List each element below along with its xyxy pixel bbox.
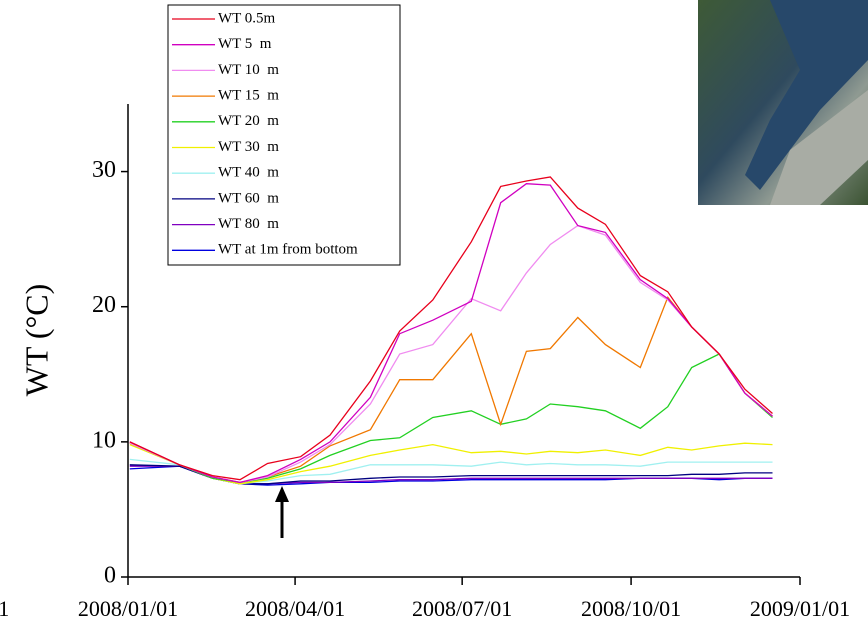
x-tick-label: 2008/04/01 [245,596,345,621]
y-tick-label: 0 [104,563,116,589]
series-line [129,176,773,481]
y-tick-label: 10 [92,427,116,453]
series-line [129,353,773,484]
series-line [129,183,773,484]
legend-label: WT 0.5m [218,10,276,26]
series-line [129,464,773,485]
legend-label: WT 60 m [218,190,279,206]
series-line [129,442,773,485]
x-tick-label: 2007/10/01 [0,596,9,621]
y-axis-label: WT (°C) [18,284,54,397]
x-tick-label: 2009/01/01 [750,596,850,621]
y-tick-label: 30 [92,157,116,183]
y-tick-label: 20 [92,292,116,318]
x-tick-label: 2008/07/01 [412,596,512,621]
legend-label: WT 10 m [218,62,279,78]
legend-label: WT at 1m from bottom [218,242,358,258]
legend-label: WT 80 m [218,216,279,232]
legend-label: WT 30 m [218,139,279,155]
legend-label: WT 40 m [218,165,279,181]
legend-label: WT 15 m [218,88,279,104]
arrow [275,486,289,538]
legend-label: WT 5 m [218,36,272,52]
series-line [129,296,773,484]
x-tick-label: 2008/10/01 [581,596,681,621]
satellite-image [698,0,868,205]
legend-label: WT 20 m [218,113,279,129]
x-tick-label: 2008/01/01 [78,596,178,621]
legend-box [167,4,401,266]
